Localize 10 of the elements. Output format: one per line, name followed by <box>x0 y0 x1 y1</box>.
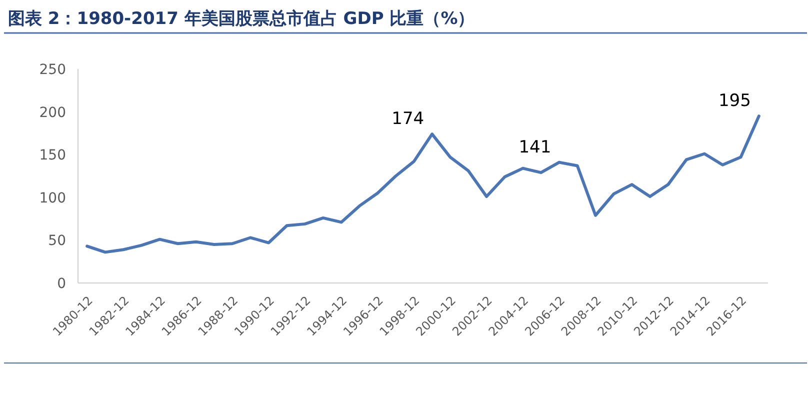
y-tick-label: 200 <box>39 104 66 121</box>
data-label: 174 <box>392 109 424 130</box>
data-label: 141 <box>518 137 552 158</box>
y-tick-label: 0 <box>57 276 66 292</box>
title: 图表 2：1980-2017 年美国股票总市值占 GDP 比重（%） <box>8 9 475 29</box>
y-tick-label: 250 <box>39 62 66 78</box>
data-label: 195 <box>718 91 751 112</box>
y-tick-label: 150 <box>39 148 66 164</box>
y-tick-label: 50 <box>48 233 66 250</box>
y-tick-label: 100 <box>39 190 66 206</box>
